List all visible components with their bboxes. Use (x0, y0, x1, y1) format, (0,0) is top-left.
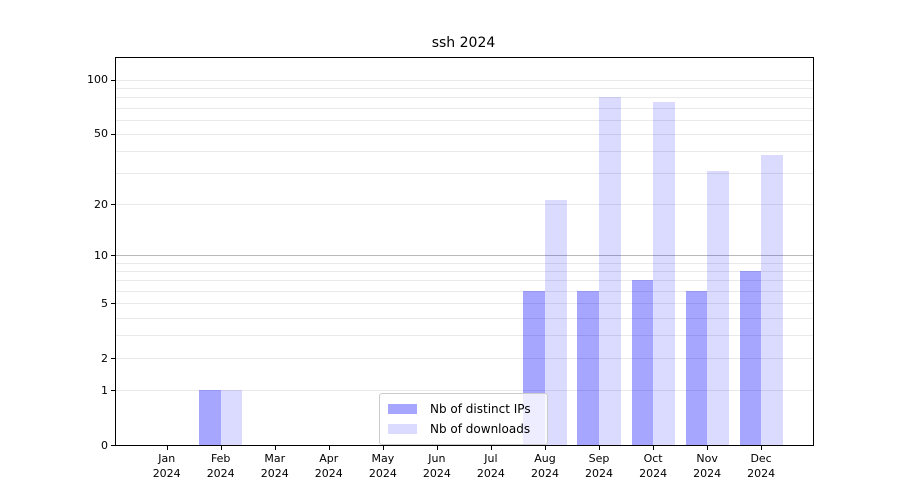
x-tick-mark (653, 446, 655, 450)
gridline (116, 317, 813, 319)
gridline (116, 271, 813, 273)
y-tick-mark (111, 204, 115, 206)
x-tick-mark (707, 446, 709, 450)
x-tick-label: Nov 2024 (693, 452, 722, 480)
bar-downloads (707, 170, 729, 445)
gridline (116, 262, 813, 264)
x-tick-mark (382, 446, 384, 450)
y-tick-mark (111, 255, 115, 257)
bar-distinct-ips (199, 390, 221, 445)
x-tick-mark (545, 446, 546, 450)
x-tick-label: Feb 2024 (206, 452, 235, 480)
x-tick-mark (220, 446, 222, 450)
x-tick-label: Jul 2024 (476, 452, 505, 480)
gridline (116, 280, 813, 282)
x-tick-label: May 2024 (368, 452, 397, 480)
x-tick-mark (761, 446, 763, 450)
x-tick-mark (599, 446, 600, 450)
legend-item-distinct-ips: Nb of distinct IPs (386, 399, 541, 419)
y-tick-label: 0 (101, 438, 108, 452)
y-tick-mark (111, 303, 115, 305)
gridline (116, 303, 813, 305)
x-tick-mark (166, 446, 168, 450)
y-tick-mark (111, 79, 115, 81)
bar-distinct-ips (685, 291, 708, 445)
y-tick-label: 1 (101, 383, 108, 397)
y-tick-mark (111, 358, 115, 360)
gridline (116, 133, 813, 135)
legend-item-downloads: Nb of downloads (386, 419, 541, 439)
legend-swatch-distinct-ips (388, 404, 417, 414)
gridline (116, 97, 813, 99)
bar-distinct-ips (631, 280, 654, 445)
x-tick-label: Jun 2024 (422, 452, 451, 480)
gridline (116, 79, 813, 81)
bar-downloads (599, 97, 621, 445)
x-tick-mark (436, 446, 438, 450)
y-tick-label: 5 (101, 296, 108, 310)
gridline (116, 291, 813, 292)
y-tick-mark (111, 133, 115, 135)
x-tick-mark (274, 446, 276, 450)
x-tick-label: Aug 2024 (531, 452, 559, 480)
gridline (116, 173, 813, 175)
gridline (116, 358, 813, 360)
x-tick-mark (328, 446, 330, 450)
x-tick-label: Oct 2024 (639, 452, 668, 480)
gridline (116, 107, 813, 109)
y-tick-mark (111, 445, 115, 446)
gridline (116, 119, 813, 121)
y-tick-label: 20 (94, 197, 108, 211)
x-tick-label: Sep 2024 (585, 452, 613, 480)
x-tick-label: Mar 2024 (260, 452, 289, 480)
bar-downloads (220, 390, 243, 445)
y-tick-label: 2 (101, 351, 108, 365)
x-tick-label: Dec 2024 (747, 452, 776, 480)
gridline (116, 255, 813, 257)
gridline (116, 335, 813, 337)
legend: Nb of distinct IPs Nb of downloads (379, 393, 548, 445)
y-tick-mark (111, 390, 115, 392)
gridline (116, 151, 813, 153)
legend-label-distinct-ips: Nb of distinct IPs (430, 402, 531, 416)
y-tick-label: 10 (94, 248, 108, 262)
gridline (116, 204, 813, 206)
plot-area: Nb of distinct IPs Nb of downloads 100 50… (87, 57, 814, 480)
y-tick-label: 50 (94, 127, 108, 141)
gridline (116, 390, 813, 392)
y-tick-label: 100 (87, 73, 108, 87)
bar-downloads (653, 102, 675, 445)
bar-downloads (761, 155, 783, 445)
bar-downloads (545, 200, 567, 445)
x-tick-label: Jan 2024 (152, 452, 181, 480)
legend-swatch-downloads (388, 424, 417, 434)
x-tick-mark (490, 446, 492, 450)
bar-distinct-ips (739, 271, 762, 445)
bar-distinct-ips (577, 291, 599, 445)
chart-title: ssh 2024 (431, 35, 496, 51)
legend-label-downloads: Nb of downloads (430, 422, 531, 436)
x-tick-label: Apr 2024 (314, 452, 343, 480)
gridline (116, 88, 813, 89)
